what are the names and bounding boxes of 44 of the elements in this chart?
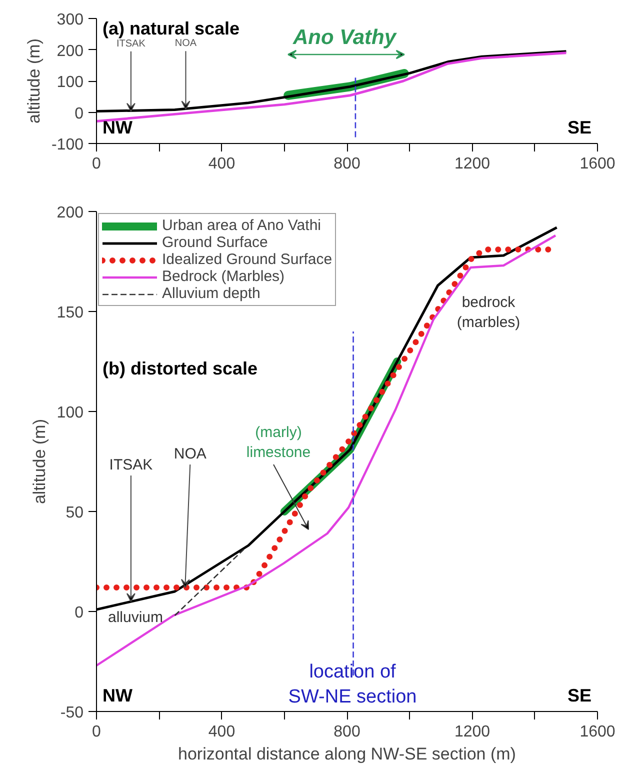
y-tick-label: -50 bbox=[60, 704, 84, 722]
x-tick-label: 400 bbox=[208, 724, 236, 740]
annotation: Ano Vathy bbox=[292, 26, 398, 49]
x-tick-label: 1200 bbox=[454, 724, 490, 740]
x-tick-label: 0 bbox=[92, 156, 102, 172]
y-tick-label: 0 bbox=[74, 604, 84, 622]
legend-label: Ground Surface bbox=[162, 234, 268, 251]
annotation: NOA bbox=[174, 38, 197, 50]
annotation: location of SW-NE section bbox=[288, 661, 417, 708]
x-tick-label: 1200 bbox=[454, 156, 490, 172]
x-tick-label: 800 bbox=[334, 724, 360, 740]
annotation: SE bbox=[567, 118, 592, 138]
annotation: NW bbox=[102, 686, 132, 706]
legend-label: Alluvium depth bbox=[162, 285, 260, 302]
annotation: SE bbox=[567, 686, 592, 706]
x-tick-label: 1600 bbox=[580, 724, 616, 740]
chart-title: (a) natural scale bbox=[102, 18, 240, 38]
annotation: alluvium bbox=[108, 609, 164, 626]
y-tick-label: 100 bbox=[56, 404, 84, 422]
y-tick-label: 50 bbox=[66, 504, 84, 522]
annotation: NW bbox=[102, 118, 132, 138]
y-tick-label: 100 bbox=[56, 74, 84, 91]
y-tick-label: 200 bbox=[56, 204, 84, 222]
x-axis-title: horizontal distance along NW-SE section (m) bbox=[178, 744, 516, 764]
x-tick-label: 0 bbox=[92, 724, 102, 740]
annotation: ITSAK bbox=[109, 456, 153, 474]
annotation: ITSAK bbox=[116, 38, 146, 50]
y-tick-label: 0 bbox=[74, 105, 84, 122]
y-axis-title: altitude (m) bbox=[24, 38, 44, 124]
x-tick-label: 800 bbox=[334, 156, 360, 172]
legend-label: Urban area of Ano Vathi bbox=[162, 217, 321, 234]
legend-label: Bedrock (Marbles) bbox=[162, 268, 285, 285]
y-tick-label: 150 bbox=[56, 304, 84, 322]
x-tick-label: 400 bbox=[208, 156, 236, 172]
y-tick-label: 300 bbox=[56, 12, 84, 28]
legend-label: Idealized Ground Surface bbox=[162, 251, 332, 268]
y-axis-title: altitude (m) bbox=[30, 418, 49, 504]
y-tick-label: -100 bbox=[51, 136, 84, 154]
annotation: bedrock (marbles) bbox=[456, 294, 520, 332]
x-tick-label: 1600 bbox=[580, 156, 616, 172]
text: (b) distorted scale bbox=[102, 358, 258, 378]
y-tick-label: 200 bbox=[56, 42, 84, 60]
annotation: NOA bbox=[174, 446, 206, 462]
annotation: (marly) limestone bbox=[246, 424, 311, 462]
